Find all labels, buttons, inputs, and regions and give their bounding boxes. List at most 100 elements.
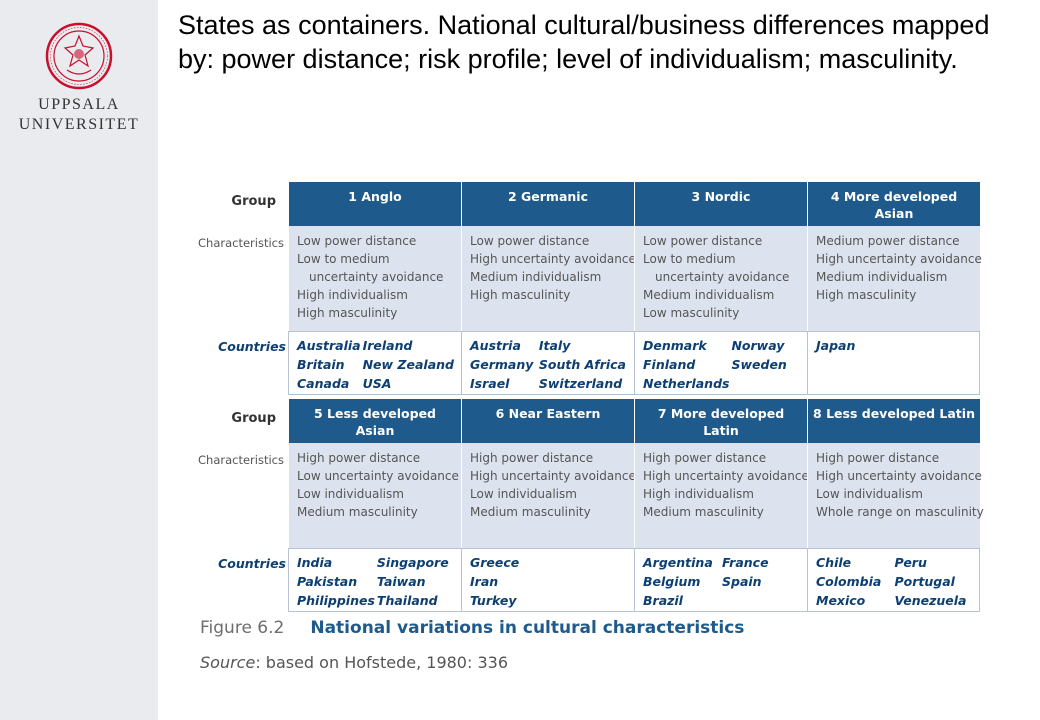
- country-name: Portugal: [894, 574, 955, 589]
- characteristic-item: High power distance: [643, 451, 767, 465]
- characteristic-item: Low individualism: [297, 487, 404, 501]
- country-name: Netherlands: [643, 376, 730, 391]
- sidebar: UPPSALA UNIVERSITET: [0, 0, 158, 720]
- country-name: Switzerland: [538, 376, 623, 391]
- row-label-characteristics: Characteristics: [198, 453, 284, 467]
- characteristic-item: Low power distance: [297, 234, 417, 248]
- countries-cell: Argentina France Belgium Spain Brazil: [634, 548, 807, 612]
- country-name: Japan: [816, 338, 856, 353]
- country-name: Peru: [894, 555, 927, 570]
- characteristics-cell: Low power distance Low to medium uncertain…: [634, 226, 807, 331]
- uppsala-seal-icon: [45, 22, 113, 90]
- characteristic-item: High masculinity: [470, 288, 571, 302]
- country-name: [549, 572, 626, 591]
- university-name-line1: UPPSALA: [38, 96, 120, 113]
- characteristic-item: High individualism: [297, 288, 408, 302]
- characteristic-item: Medium masculinity: [643, 505, 764, 519]
- countries-cell: Denmark Norway Finland Sweden Netherlands: [634, 331, 807, 395]
- characteristic-item: Medium individualism: [470, 270, 602, 284]
- country-name: Iran: [470, 574, 499, 589]
- figure-source: Source: based on Hofstede, 1980: 336: [200, 653, 508, 672]
- university-name-line2: UNIVERSITET: [18, 116, 140, 133]
- characteristic-item: Low masculinity: [643, 306, 740, 320]
- row-label-countries: Countries: [218, 339, 286, 354]
- figure-title: National variations in cultural characte…: [310, 618, 745, 638]
- characteristics-cell: Medium power distance High uncertainty av…: [807, 226, 982, 331]
- characteristic-item: Low individualism: [470, 487, 577, 501]
- characteristic-item: High masculinity: [297, 306, 398, 320]
- country-name: USA: [362, 376, 392, 391]
- characteristic-item: High uncertainty avoidance: [816, 469, 982, 483]
- group-header: 5 Less developed Asian: [288, 399, 461, 443]
- country-name: Ireland: [362, 338, 413, 353]
- country-name: [549, 591, 626, 610]
- country-name: Brazil: [643, 593, 683, 608]
- country-name: Spain: [722, 574, 762, 589]
- country-name: Greece: [470, 555, 520, 570]
- country-name: Taiwan: [376, 574, 426, 589]
- characteristic-item: uncertainty avoidance: [655, 270, 790, 284]
- characteristic-item: Medium individualism: [816, 270, 948, 284]
- country-name: [722, 591, 799, 610]
- country-name: Germany: [470, 357, 534, 372]
- figure-caption: Figure 6.2 National variations in cultura…: [200, 618, 744, 638]
- country-name: [549, 553, 626, 572]
- characteristic-item: Low power distance: [470, 234, 590, 248]
- country-name: New Zealand: [362, 357, 454, 372]
- group-header: 1 Anglo: [288, 182, 461, 226]
- country-name: India: [297, 555, 333, 570]
- country-name: Venezuela: [894, 593, 967, 608]
- characteristic-item: High individualism: [643, 487, 754, 501]
- country-name: Colombia: [816, 574, 882, 589]
- group-header: 6 Near Eastern: [461, 399, 634, 443]
- characteristic-item: High power distance: [470, 451, 594, 465]
- country-name: Mexico: [816, 593, 866, 608]
- characteristic-item: High uncertainty avoidance: [816, 252, 982, 266]
- characteristics-cell: Low power distance High uncertainty avoid…: [461, 226, 636, 331]
- characteristic-item: Low to medium: [297, 252, 390, 266]
- characteristics-cell: High power distance High uncertainty avoi…: [634, 443, 809, 548]
- country-name: Argentina: [643, 555, 713, 570]
- group-header: 7 More developed Latin: [634, 399, 807, 443]
- country-name: Thailand: [376, 593, 438, 608]
- countries-cell: Greece Iran Turkey: [461, 548, 634, 612]
- characteristic-item: Low to medium: [643, 252, 736, 266]
- countries-cell: Japan: [807, 331, 980, 395]
- country-name: Philippines: [297, 593, 375, 608]
- countries-cell: Australia Ireland Britain New Zealand Canada…: [288, 331, 461, 395]
- characteristic-item: Whole range on masculinity: [816, 505, 984, 519]
- country-name: Turkey: [470, 593, 517, 608]
- characteristic-item: Medium masculinity: [470, 505, 591, 519]
- characteristic-item: Low individualism: [816, 487, 923, 501]
- country-name: Sweden: [731, 357, 787, 372]
- country-name: Belgium: [643, 574, 701, 589]
- country-name: Pakistan: [297, 574, 358, 589]
- figure-number: Figure 6.2: [200, 618, 285, 638]
- source-text: : based on Hofstede, 1980: 336: [255, 653, 508, 672]
- characteristics-cell: High power distance High uncertainty avoi…: [807, 443, 984, 548]
- characteristic-item: High uncertainty avoidance: [470, 469, 636, 483]
- country-name: Israel: [470, 376, 510, 391]
- source-label: Source: [200, 653, 256, 672]
- characteristic-item: uncertainty avoidance: [309, 270, 444, 284]
- country-name: Denmark: [643, 338, 707, 353]
- characteristic-item: Low uncertainty avoidance: [297, 469, 459, 483]
- characteristics-cell: High power distance Low uncertainty avoid…: [288, 443, 461, 548]
- characteristic-item: Low power distance: [643, 234, 763, 248]
- characteristic-item: Medium individualism: [643, 288, 775, 302]
- group-header: 8 Less developed Latin: [807, 399, 980, 443]
- characteristic-item: High masculinity: [816, 288, 917, 302]
- country-name: Finland: [643, 357, 696, 372]
- country-name: Austria: [470, 338, 521, 353]
- country-name: [731, 374, 799, 393]
- row-label-countries: Countries: [218, 556, 286, 571]
- country-name: Britain: [297, 357, 345, 372]
- group-header: 4 More developed Asian: [807, 182, 980, 226]
- row-label-group: Group: [231, 411, 276, 426]
- row-label-characteristics: Characteristics: [198, 236, 284, 250]
- characteristic-item: High power distance: [816, 451, 940, 465]
- country-name: France: [722, 555, 769, 570]
- country-name: Singapore: [376, 555, 449, 570]
- characteristic-item: High uncertainty avoidance: [470, 252, 636, 266]
- characteristic-item: Medium power distance: [816, 234, 960, 248]
